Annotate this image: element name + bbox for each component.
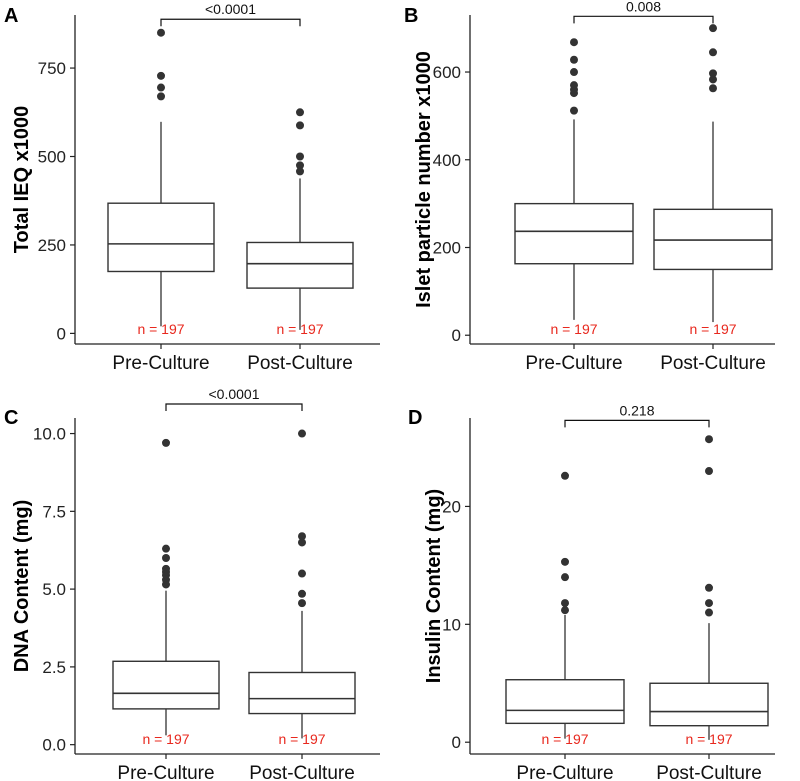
chart-1-outlier-point bbox=[570, 38, 578, 47]
chart-2-category-label: Post-Culture bbox=[249, 763, 355, 781]
chart-3-outlier-point bbox=[705, 599, 713, 608]
chart-0-box bbox=[246, 241, 354, 289]
chart-3-outlier-point bbox=[561, 606, 569, 615]
chart-3-y-tick-label: 20 bbox=[442, 497, 461, 516]
chart-2-outlier-point bbox=[298, 589, 306, 598]
chart-1-panel-letter: B bbox=[404, 5, 418, 27]
chart-3-n-label: n = 197 bbox=[685, 731, 732, 747]
chart-2-box bbox=[248, 671, 356, 715]
panel-a: A Total IEQ x1000 0 250 500 750 Pre-Culture Pos… bbox=[4, 1, 380, 374]
chart-2-n-label: n = 197 bbox=[278, 731, 325, 747]
chart-0-category-label: Pre-Culture bbox=[112, 353, 209, 374]
chart-2-y-tick-label: 0.0 bbox=[42, 736, 66, 755]
chart-1-outlier-point bbox=[709, 75, 717, 84]
chart-3-significance-bracket bbox=[564, 419, 710, 428]
chart-3-category-label: Pre-Culture bbox=[516, 763, 613, 781]
chart-2-p-value-label: <0.0001 bbox=[209, 386, 260, 402]
chart-3-outlier-point bbox=[561, 471, 569, 480]
chart-3-panel-letter: D bbox=[408, 407, 422, 429]
chart-0-outlier-point bbox=[296, 108, 304, 117]
chart-3-outlier-point bbox=[561, 557, 569, 566]
chart-0-outlier-point bbox=[157, 28, 165, 37]
chart-2-outlier-point bbox=[298, 532, 306, 541]
chart-3-outlier-point bbox=[705, 435, 713, 444]
panel-d: D Insulin Content (mg) 0 10 20 Pre-Culture Pos… bbox=[408, 402, 775, 781]
chart-1-outlier-point bbox=[570, 106, 578, 115]
chart-3-outlier-point bbox=[705, 608, 713, 617]
chart-0-significance-bracket bbox=[160, 18, 301, 27]
chart-0-n-label: n = 197 bbox=[276, 321, 323, 337]
chart-3-category-label: Post-Culture bbox=[656, 763, 762, 781]
chart-3-n-label: n = 197 bbox=[541, 731, 588, 747]
chart-3-p-value-label: 0.218 bbox=[619, 402, 654, 418]
chart-1-outlier-point bbox=[709, 84, 717, 93]
chart-3-box bbox=[505, 679, 625, 725]
chart-3-y-tick-label: 10 bbox=[442, 615, 461, 634]
chart-1-n-label: n = 197 bbox=[689, 321, 736, 337]
chart-0-y-tick-label: 250 bbox=[38, 236, 66, 255]
chart-1-category-label: Post-Culture bbox=[660, 353, 766, 374]
chart-0-category-label: Post-Culture bbox=[247, 353, 353, 374]
chart-2-y-tick-label: 2.5 bbox=[42, 658, 66, 677]
chart-0-y-tick-label: 750 bbox=[38, 59, 66, 78]
chart-2-outlier-point bbox=[162, 438, 170, 447]
chart-0-p-value-label: <0.0001 bbox=[205, 1, 256, 17]
chart-0-n-label: n = 197 bbox=[137, 321, 184, 337]
chart-0-outlier-point bbox=[296, 152, 304, 161]
chart-3-outlier-point bbox=[705, 583, 713, 592]
chart-1-y-axis-label: Islet particle number x1000 bbox=[413, 51, 435, 308]
chart-1-y-tick-label: 200 bbox=[433, 238, 461, 257]
chart-0-outlier-point bbox=[157, 71, 165, 80]
chart-2-outlier-point bbox=[162, 564, 170, 573]
chart-2-y-tick-label: 5.0 bbox=[42, 580, 66, 599]
chart-1-outlier-point bbox=[709, 48, 717, 57]
chart-2-outlier-point bbox=[162, 544, 170, 553]
chart-3-y-axis-label: Insulin Content (mg) bbox=[423, 489, 445, 683]
chart-2-panel-letter: C bbox=[4, 407, 18, 429]
chart-2-outlier-point bbox=[162, 554, 170, 562]
chart-2-box bbox=[112, 660, 220, 710]
chart-2-outlier-point bbox=[298, 599, 306, 608]
chart-2-significance-bracket bbox=[165, 403, 303, 411]
chart-0-y-tick-label: 500 bbox=[38, 148, 66, 167]
chart-1-y-tick-label: 600 bbox=[433, 63, 461, 82]
chart-1-p-value-label: 0.008 bbox=[626, 0, 661, 14]
chart-1-outlier-point bbox=[570, 68, 578, 77]
chart-0-outlier-point bbox=[296, 161, 304, 170]
chart-1-n-label: n = 197 bbox=[550, 321, 597, 337]
chart-0-outlier-point bbox=[296, 167, 304, 176]
chart-1-outlier-point bbox=[709, 24, 717, 33]
chart-0-outlier-point bbox=[157, 83, 165, 92]
chart-0-panel-letter: A bbox=[4, 5, 18, 27]
chart-1-outlier-point bbox=[570, 55, 578, 64]
chart-0-y-tick-label: 0 bbox=[57, 324, 66, 343]
chart-0-outlier-point bbox=[296, 121, 304, 130]
chart-2-outlier-point bbox=[298, 538, 306, 547]
chart-1-category-label: Pre-Culture bbox=[525, 353, 622, 374]
chart-3-outlier-point bbox=[561, 573, 569, 582]
chart-1-significance-bracket bbox=[573, 15, 714, 24]
chart-2-outlier-point bbox=[298, 569, 306, 578]
chart-2-outlier-point bbox=[298, 429, 306, 438]
chart-2-y-tick-label: 10.0 bbox=[33, 425, 66, 444]
chart-0-box bbox=[107, 202, 215, 273]
chart-1-outlier-point bbox=[709, 69, 717, 78]
chart-3-outlier-point bbox=[561, 599, 569, 608]
chart-1-y-tick-label: 0 bbox=[452, 326, 461, 345]
panel-b: B Islet particle number x1000 0 200 400 600 Pr… bbox=[404, 0, 775, 374]
chart-3-outlier-point bbox=[705, 467, 713, 476]
chart-2-n-label: n = 197 bbox=[142, 731, 189, 747]
chart-1-outlier-point bbox=[570, 81, 578, 90]
chart-0-y-axis-label: Total IEQ x1000 bbox=[11, 106, 33, 253]
chart-2-y-tick-label: 7.5 bbox=[42, 502, 66, 521]
chart-0-outlier-point bbox=[157, 92, 165, 101]
chart-2-y-axis-label: DNA Content (mg) bbox=[11, 500, 33, 673]
chart-2-category-label: Pre-Culture bbox=[117, 763, 214, 781]
chart-3-y-tick-label: 0 bbox=[452, 733, 461, 752]
chart-3-box bbox=[649, 682, 769, 727]
panel-c: C DNA Content (mg) 0.0 2.5 5.0 7.5 10.0 Pre-Cul… bbox=[4, 386, 380, 781]
chart-1-box bbox=[514, 202, 634, 265]
chart-1-y-tick-label: 400 bbox=[433, 151, 461, 170]
